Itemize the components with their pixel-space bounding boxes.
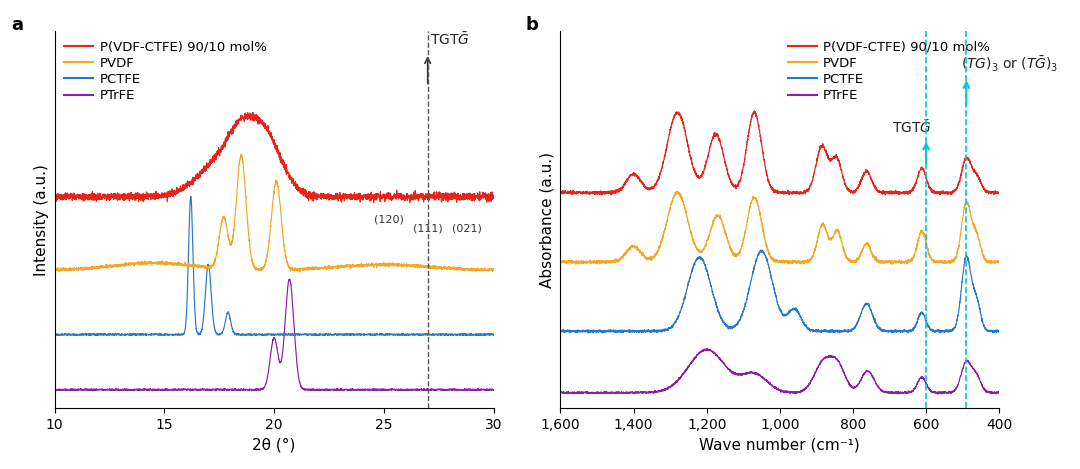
- Y-axis label: Absorbance (a.u.): Absorbance (a.u.): [540, 151, 555, 287]
- Text: (120): (120): [374, 214, 404, 224]
- Text: b: b: [525, 16, 538, 34]
- Text: TGT$\bar{G}$: TGT$\bar{G}$: [430, 31, 470, 48]
- Text: a: a: [11, 16, 23, 34]
- Text: (111): (111): [413, 223, 443, 234]
- X-axis label: Wave number (cm⁻¹): Wave number (cm⁻¹): [700, 437, 861, 452]
- Text: (021): (021): [451, 223, 482, 234]
- Legend: P(VDF-CTFE) 90/10 mol%, PVDF, PCTFE, PTrFE: P(VDF-CTFE) 90/10 mol%, PVDF, PCTFE, PTr…: [62, 38, 269, 105]
- Text: TGT$\bar{G}$: TGT$\bar{G}$: [892, 119, 932, 136]
- X-axis label: 2θ (°): 2θ (°): [253, 437, 296, 452]
- Y-axis label: Intensity (a.u.): Intensity (a.u.): [35, 164, 50, 275]
- Text: $(TG)_3$ or $(T\bar{G})_3$: $(TG)_3$ or $(T\bar{G})_3$: [961, 55, 1058, 74]
- Legend: P(VDF-CTFE) 90/10 mol%, PVDF, PCTFE, PTrFE: P(VDF-CTFE) 90/10 mol%, PVDF, PCTFE, PTr…: [785, 38, 993, 105]
